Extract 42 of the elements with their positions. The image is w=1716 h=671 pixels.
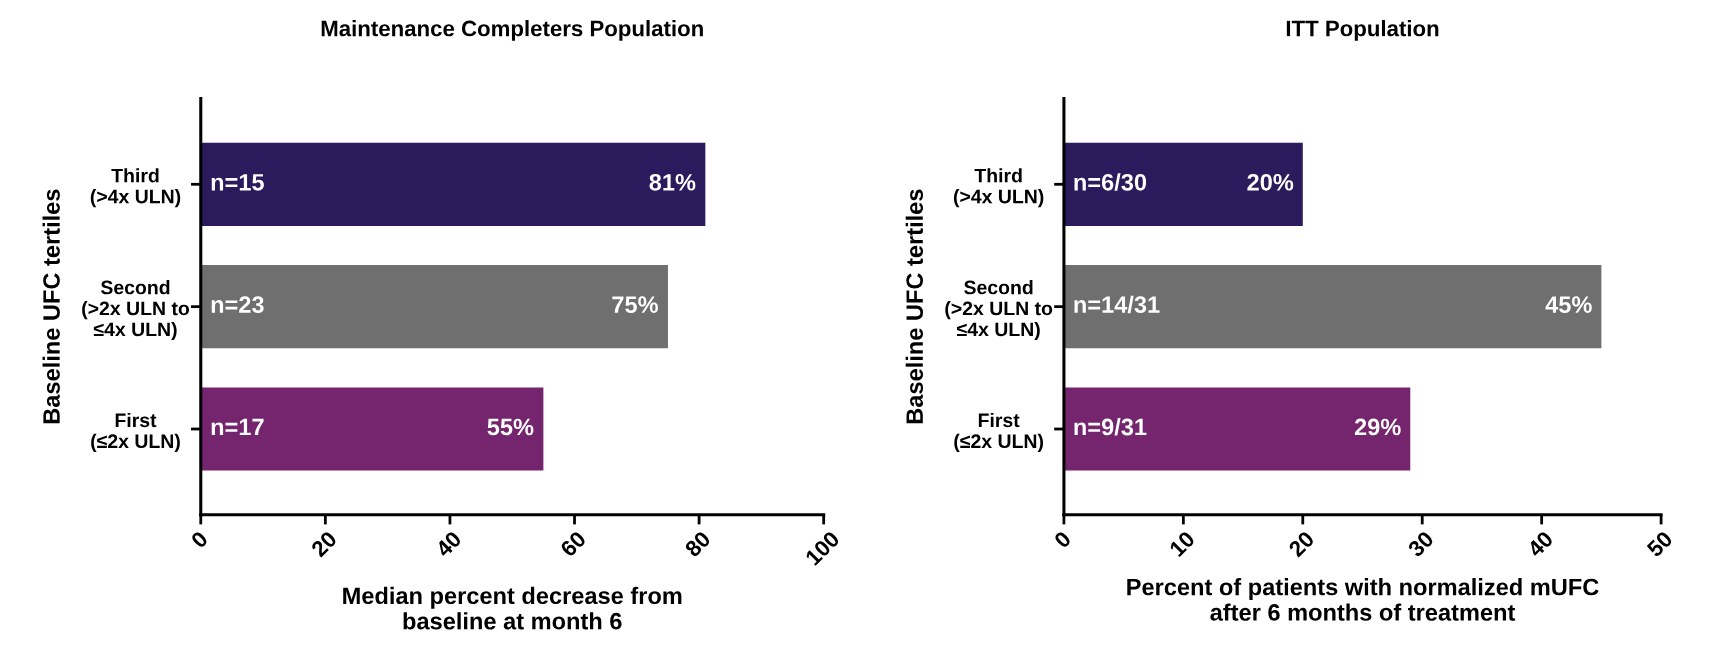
bar xyxy=(1063,387,1411,471)
bar xyxy=(200,387,544,471)
y-tick-label: First (≤2x ULN) xyxy=(91,412,180,452)
bar xyxy=(1063,142,1303,226)
y-tick-label: Third (>4x ULN) xyxy=(90,168,181,208)
x-tick-label: 100 xyxy=(804,530,841,567)
annotation: n=14/31 xyxy=(1074,295,1160,314)
annotation: n=9/31 xyxy=(1074,418,1147,436)
x-tick-label: 40 xyxy=(434,530,463,559)
data-label: 29% xyxy=(1354,418,1401,436)
annotation: n=17 xyxy=(211,418,264,436)
data-label: 75% xyxy=(612,296,658,313)
x-tick-label: 0 xyxy=(190,530,209,549)
x-axis-title: Median percent decrease from baseline at month 6 xyxy=(343,586,682,630)
x-tick-label: 30 xyxy=(1406,530,1435,558)
x-tick-label: 60 xyxy=(559,530,587,558)
x-tick-label: 20 xyxy=(310,530,338,558)
x-tick-label: 0 xyxy=(1053,530,1072,549)
y-tick-label: First (≤2x ULN) xyxy=(954,412,1043,452)
x-tick-label: 10 xyxy=(1168,530,1196,558)
y-axis-title: Baseline UFC tertiles xyxy=(905,189,924,424)
y-tick-label: Third (>4x ULN) xyxy=(953,168,1044,208)
bar xyxy=(200,265,668,349)
chart-title: Maintenance Completers Population xyxy=(321,20,703,41)
annotation: n=23 xyxy=(211,296,264,314)
x-tick-label: 80 xyxy=(683,530,712,558)
x-tick-label: 40 xyxy=(1526,530,1554,559)
data-label: 45% xyxy=(1545,296,1592,313)
annotation: n=6/30 xyxy=(1074,173,1147,191)
y-tick-label: Second (>2x ULN to ≤4x ULN) xyxy=(945,280,1053,341)
x-tick-label: 20 xyxy=(1287,530,1316,558)
data-label: 20% xyxy=(1247,173,1294,191)
data-label: 55% xyxy=(487,418,534,436)
bar xyxy=(1063,265,1602,349)
x-tick-label: 50 xyxy=(1645,530,1674,558)
annotation: n=15 xyxy=(211,174,264,191)
bar xyxy=(200,142,706,226)
chart-title: ITT Population xyxy=(1286,20,1439,41)
x-axis-title: Percent of patients with normalized mUFC after 6 months of treatment xyxy=(1127,578,1599,621)
data-label: 81% xyxy=(649,173,696,191)
y-axis-title: Baseline UFC tertiles xyxy=(42,189,60,424)
y-tick-label: Second (>2x ULN to ≤4x ULN) xyxy=(82,280,190,341)
